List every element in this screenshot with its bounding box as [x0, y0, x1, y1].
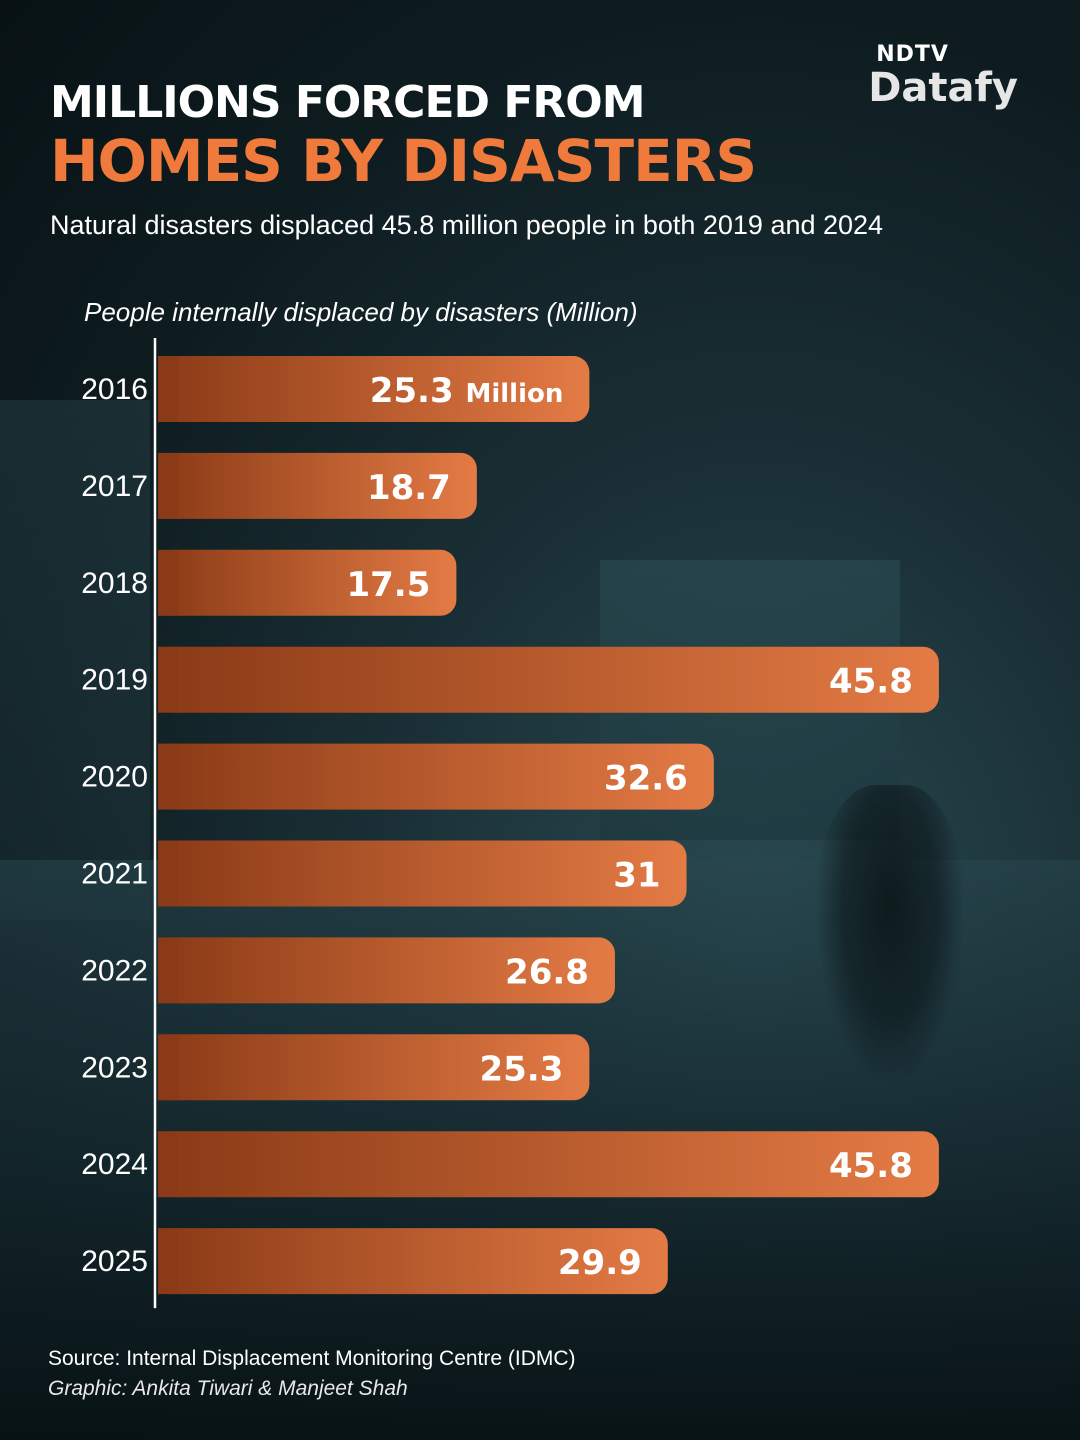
page-title-line-2: HOMES BY DISASTERS — [50, 127, 757, 195]
bar-2020-base — [158, 743, 178, 810]
tick-label-2018: 2018 — [81, 567, 148, 600]
bar-2018-base — [158, 549, 178, 616]
bar-2021-base — [158, 840, 178, 907]
data-label-2018: 17.5 — [346, 565, 430, 605]
bar-2023 — [158, 1034, 590, 1101]
chart-title: People internally displaced by disasters… — [84, 297, 638, 327]
tick-label-2019: 2019 — [81, 664, 148, 697]
source-note: Source: Internal Displacement Monitoring… — [48, 1347, 576, 1370]
data-label-2022: 26.8 — [505, 952, 589, 992]
bar-2024 — [158, 1131, 939, 1198]
bar-2019 — [158, 646, 939, 713]
bar-2016 — [158, 356, 590, 422]
tick-label-2025: 2025 — [81, 1245, 148, 1278]
bar-2024-base — [158, 1131, 178, 1198]
tick-label-2017: 2017 — [81, 470, 148, 503]
data-label-2025: 29.9 — [558, 1243, 642, 1283]
bar-2023-base — [158, 1034, 178, 1101]
bar-2016-base — [158, 356, 178, 422]
bar-2022-base — [158, 937, 178, 1004]
page-subtitle: Natural disasters displaced 45.8 million… — [50, 210, 884, 240]
tick-label-2020: 2020 — [81, 761, 148, 794]
tick-label-2022: 2022 — [81, 954, 148, 987]
logo-ndtv-text: NDTV — [876, 42, 949, 67]
data-label-2020: 32.6 — [604, 759, 688, 799]
data-label-2019: 45.8 — [829, 662, 913, 702]
graphic-credit: Graphic: Ankita Tiwari & Manjeet Shah — [48, 1377, 408, 1400]
data-label-2016: 25.3 Million — [370, 371, 564, 411]
logo-datafy-text: Datafy — [868, 65, 1018, 111]
bar-2018 — [158, 549, 457, 616]
bar-2025-base — [158, 1228, 178, 1295]
data-label-2024: 45.8 — [829, 1146, 913, 1186]
data-label-2023: 25.3 — [479, 1049, 563, 1089]
data-label-2017: 18.7 — [367, 468, 451, 508]
tick-label-2021: 2021 — [81, 858, 148, 891]
bar-2020 — [158, 743, 714, 810]
bar-2021 — [158, 840, 687, 907]
bars-group: 2016 25.3 Million 2017 18.7 2018 17.5 2019 45.8… — [81, 338, 939, 1309]
bar-2019-base — [158, 646, 178, 713]
tick-label-2023: 2023 — [81, 1051, 148, 1084]
tick-label-2024: 2024 — [81, 1148, 148, 1181]
page-title-line-1: MILLIONS FORCED FROM — [50, 77, 645, 128]
tick-label-2016: 2016 — [81, 373, 148, 406]
ndtv-datafy-logo: NDTV Datafy — [868, 42, 1018, 111]
bar-2022 — [158, 937, 615, 1004]
bar-2017-base — [158, 452, 178, 519]
bar-2017 — [158, 452, 477, 519]
bar-2025 — [158, 1228, 668, 1295]
data-label-2021: 31 — [613, 856, 660, 896]
